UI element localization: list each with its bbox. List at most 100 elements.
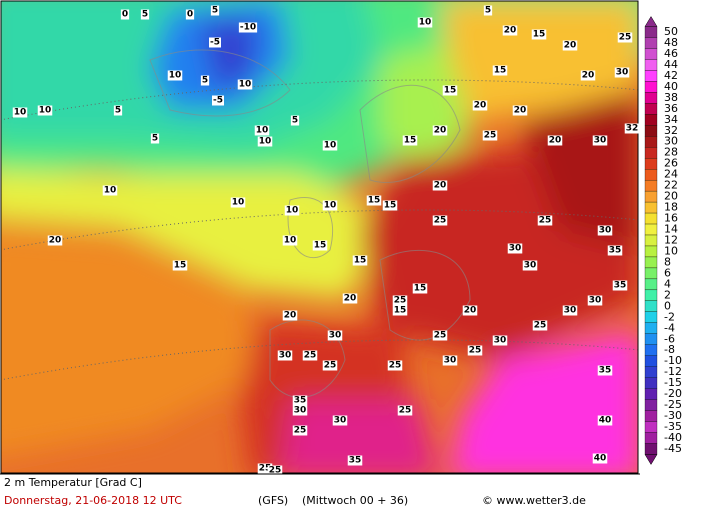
- contour-label-box: [392, 295, 408, 306]
- contour-label: 25: [534, 321, 547, 331]
- contour-label-box: [230, 197, 246, 208]
- contour-label: 15: [368, 196, 381, 206]
- colorbar-cell: [644, 48, 658, 60]
- colorbar-label: -10: [664, 354, 682, 367]
- contour-label: 30: [334, 416, 347, 426]
- contour-label-box: [210, 5, 220, 16]
- contour-label: 30: [509, 244, 522, 254]
- contour-label-box: [472, 100, 488, 111]
- contour-label-box: [547, 135, 563, 146]
- contour-label: 25: [399, 406, 412, 416]
- contour-label-box: [282, 310, 298, 321]
- contour-label: 30: [494, 336, 507, 346]
- contour-label-box: [512, 105, 528, 116]
- colorbar-label: 38: [664, 91, 678, 104]
- contour-label-box: [483, 5, 493, 16]
- contour-label-box: [292, 395, 308, 406]
- colorbar-cell: [644, 179, 658, 192]
- colorbar-cell: [644, 421, 658, 433]
- colorbar-cell: [644, 70, 658, 82]
- contour-label-box: [167, 70, 183, 81]
- contour-label-box: [209, 37, 221, 48]
- contour-label-box: [467, 345, 483, 356]
- contour-label: 30: [329, 331, 342, 341]
- contour-label-box: [332, 415, 348, 426]
- colorbar-label: 32: [664, 124, 678, 137]
- contour-label-box: [292, 425, 308, 436]
- colorbar-label: -20: [664, 387, 682, 400]
- contour-label-box: [284, 205, 300, 216]
- colorbar-cell: [644, 289, 658, 302]
- contour-label: 25: [484, 131, 497, 141]
- colorbar-label: 0: [664, 299, 671, 312]
- colorbar-label: -15: [664, 376, 682, 389]
- colorbar-label: -25: [664, 398, 682, 411]
- contour-label: 35: [614, 281, 627, 291]
- contour-label-box: [237, 79, 253, 90]
- contour-label-box: [492, 65, 508, 76]
- contour-label: 20: [464, 306, 477, 316]
- colorbar-bottom-arrow: [644, 454, 658, 465]
- colorbar-cell: [644, 399, 658, 411]
- contour-label: 10: [14, 108, 27, 118]
- contour-label: 10: [169, 71, 182, 81]
- contour-label-box: [185, 9, 195, 20]
- contour-label-box: [597, 225, 613, 236]
- contour-label: 5: [202, 76, 208, 86]
- contour-label-box: [397, 405, 413, 416]
- contour-label: 10: [324, 141, 337, 151]
- contour-label-box: [502, 25, 518, 36]
- contour-label: 15: [494, 66, 507, 76]
- contour-label: 10: [259, 137, 272, 147]
- contour-label-box: [212, 95, 224, 106]
- colorbar-label: 18: [664, 201, 678, 214]
- contour-label-box: [492, 335, 508, 346]
- colorbar-cell: [644, 256, 658, 269]
- colorbar-cell: [644, 234, 658, 247]
- colorbar-cell: [644, 344, 658, 356]
- contour-label: 10: [324, 201, 337, 211]
- contour-label: 5: [142, 10, 148, 20]
- contour-label-box: [292, 405, 308, 416]
- contour-label: 30: [294, 406, 307, 416]
- colorbar-cell: [644, 355, 658, 367]
- contour-label-box: [140, 9, 150, 20]
- contour-label: 0: [122, 10, 128, 20]
- contour-label: 25: [259, 464, 272, 474]
- colorbar-cell: [644, 201, 658, 214]
- contour-label-box: [352, 255, 368, 266]
- contour-label-box: [238, 22, 258, 33]
- contour-label-box: [592, 453, 608, 464]
- contour-label-box: [327, 330, 343, 341]
- contour-label: 25: [619, 33, 632, 43]
- contour-label: 10: [284, 236, 297, 246]
- contour-label-box: [342, 293, 358, 304]
- colorbar-label: 50: [664, 25, 678, 38]
- contour-label-box: [624, 123, 640, 134]
- colorbar-cell: [644, 333, 658, 345]
- contour-label: 20: [474, 101, 487, 111]
- contour-label: 25: [434, 331, 447, 341]
- contour-label: 10: [39, 106, 52, 116]
- contour-label: 30: [616, 68, 629, 78]
- footer-variable: 2 m Temperatur [Grad C]: [4, 476, 142, 489]
- contour-label: -5: [210, 38, 220, 48]
- contour-label: 10: [256, 126, 269, 136]
- colorbar-label: -12: [664, 365, 682, 378]
- contour-label-box: [37, 105, 53, 116]
- contour-label-box: [312, 240, 328, 251]
- contour-label-box: [150, 133, 160, 144]
- colorbar-cell: [644, 26, 658, 38]
- contour-label-box: [442, 355, 458, 366]
- contour-label-box: [402, 135, 418, 146]
- contour-label-box: [267, 465, 283, 476]
- contour-label-box: [172, 260, 188, 271]
- contour-label: 15: [404, 136, 417, 146]
- contour-label: 15: [414, 284, 427, 294]
- contour-label-box: [120, 9, 130, 20]
- contour-label-box: [432, 215, 448, 226]
- map-frame: [0, 0, 639, 474]
- contour-label-box: [597, 365, 613, 376]
- contour-label-box: [531, 29, 547, 40]
